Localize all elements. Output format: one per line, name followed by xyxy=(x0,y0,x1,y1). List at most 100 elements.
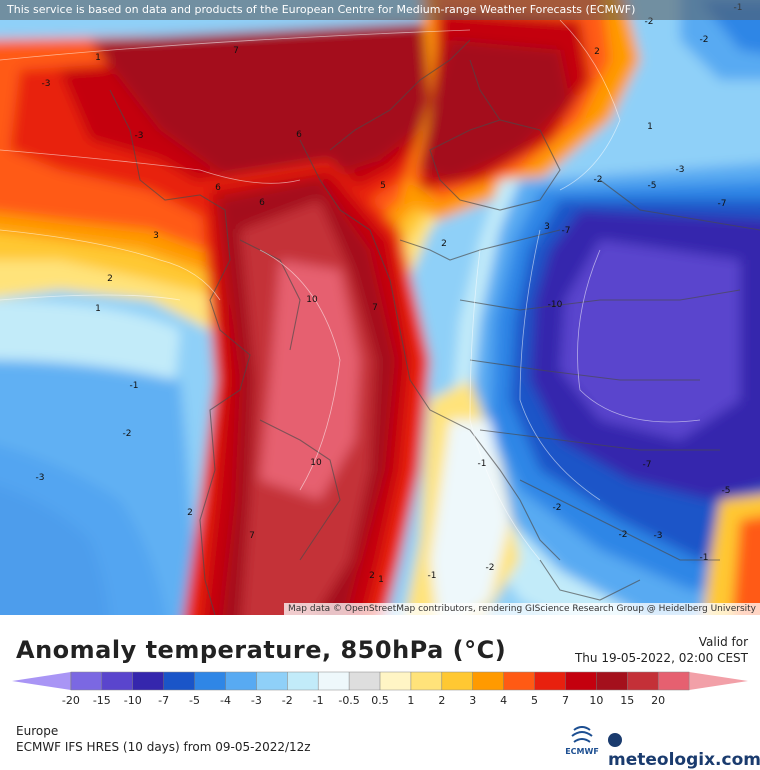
legend-color-swatch xyxy=(256,672,288,690)
ecmwf-data-credit: This service is based on data and produc… xyxy=(0,0,760,20)
legend-tick-label: -4 xyxy=(220,694,231,707)
legend-tick-label: -10 xyxy=(124,694,142,707)
legend-tick-label: -15 xyxy=(93,694,111,707)
contour-label: 2 xyxy=(107,274,113,284)
contour-label: 7 xyxy=(233,46,239,56)
valid-label: Valid for xyxy=(698,635,748,649)
color-legend: -20 -15 -10 -7 -5 -4 -3 -2 -1 -0.5 0.5 1 2 3 4 5 7 10 15 20 xyxy=(0,668,760,714)
model-run-info: ECMWF IFS HRES (10 days) from 09-05-2022… xyxy=(16,740,311,754)
legend-color-swatch xyxy=(503,672,536,690)
contour-label: -7 xyxy=(718,199,727,209)
contour-label: -2 xyxy=(645,17,654,27)
legend-tick-label: -5 xyxy=(189,694,200,707)
legend-color-swatch xyxy=(101,672,134,690)
legend-color-swatch xyxy=(163,672,196,690)
contour-label: -5 xyxy=(722,486,731,496)
legend-color-swatch xyxy=(318,672,350,690)
map-title: Anomaly temperature, 850hPa (°C) xyxy=(16,636,507,664)
contour-label: -1 xyxy=(130,381,139,391)
contour-label: 1 xyxy=(647,122,653,132)
legend-tick-label: 10 xyxy=(589,694,603,707)
temperature-field xyxy=(0,0,760,615)
contour-label: -2 xyxy=(594,175,603,185)
anomaly-map[interactable]: -2-11-3-22-33766165-2-5-3-73221-7-10107-… xyxy=(0,0,760,615)
contour-label: -3 xyxy=(135,131,144,141)
legend-tick-label: -3 xyxy=(251,694,262,707)
ecmwf-logo: ECMWF xyxy=(560,726,604,756)
region-label: Europe xyxy=(16,724,59,738)
contour-label: -2 xyxy=(123,429,132,439)
legend-tick-label: 15 xyxy=(620,694,634,707)
contour-label: -7 xyxy=(562,226,571,236)
contour-label: 7 xyxy=(372,303,378,313)
legend-tick-label: -7 xyxy=(158,694,169,707)
contour-label: -3 xyxy=(676,165,685,175)
contour-label: -1 xyxy=(478,459,487,469)
osm-map-credit[interactable]: Map data © OpenStreetMap contributors, r… xyxy=(284,603,760,615)
contour-label: -1 xyxy=(428,571,437,581)
contour-label: 6 xyxy=(215,183,221,193)
coastlines xyxy=(109,39,760,615)
contour-label: -7 xyxy=(643,460,652,470)
contour-label: 3 xyxy=(544,222,550,232)
contour-label: 1 xyxy=(378,575,384,585)
contour-label: 3 xyxy=(153,231,159,241)
contour-label: 7 xyxy=(249,531,255,541)
contour-label: -3 xyxy=(36,473,45,483)
legend-tick-label: 0.5 xyxy=(371,694,389,707)
contour-label: -5 xyxy=(648,181,657,191)
contour-label: 2 xyxy=(594,47,600,57)
contour-label: 10 xyxy=(306,295,318,305)
legend-color-swatch xyxy=(689,672,748,690)
contour-label: -3 xyxy=(654,531,663,541)
legend-tick-label: -2 xyxy=(282,694,293,707)
contour-label: -3 xyxy=(42,79,51,89)
contour-label: 6 xyxy=(296,130,302,140)
legend-color-swatch xyxy=(70,672,103,690)
legend-tick-label: 20 xyxy=(651,694,665,707)
legend-color-swatch xyxy=(132,672,165,690)
valid-time: Thu 19-05-2022, 02:00 CEST xyxy=(574,651,748,665)
ecmwf-logo-text: ECMWF xyxy=(565,747,599,756)
legend-color-swatch xyxy=(380,672,412,690)
contour-label: 1 xyxy=(95,53,101,63)
legend-tick-label: -1 xyxy=(313,694,324,707)
meteologix-brand[interactable]: meteologix.com xyxy=(608,730,760,770)
legend-tick-label: 3 xyxy=(469,694,476,707)
legend-color-swatch xyxy=(627,672,659,690)
legend-color-swatch xyxy=(194,672,226,690)
contour-label: -10 xyxy=(548,300,563,310)
contour-label: 10 xyxy=(310,458,322,468)
legend-color-swatch xyxy=(287,672,319,690)
contour-label: -1 xyxy=(700,553,709,563)
contour-label: -2 xyxy=(619,530,628,540)
legend-tick-label: -20 xyxy=(62,694,80,707)
meteologix-brand-text: meteologix.com xyxy=(608,750,760,770)
legend-color-swatch xyxy=(565,672,597,690)
legend-color-swatch xyxy=(596,672,628,690)
legend-color-swatch xyxy=(349,672,381,690)
contour-label: -2 xyxy=(553,503,562,513)
contour-label: 2 xyxy=(441,239,447,249)
legend-color-swatch xyxy=(441,672,474,690)
contour-label: 2 xyxy=(369,571,375,581)
legend-color-swatch xyxy=(534,672,566,690)
legend-tick-label: 7 xyxy=(562,694,569,707)
contour-lines xyxy=(0,19,701,561)
contour-label: -2 xyxy=(700,35,709,45)
contour-label: 1 xyxy=(95,304,101,314)
legend-color-swatch xyxy=(472,672,505,690)
meteologix-logo-icon xyxy=(608,733,622,747)
contour-label: 6 xyxy=(259,198,265,208)
contour-label: 5 xyxy=(380,181,386,191)
legend-tick-label: 4 xyxy=(500,694,507,707)
legend-color-swatch xyxy=(658,672,690,690)
contour-label: 2 xyxy=(187,508,193,518)
legend-scale: -20 -15 -10 -7 -5 -4 -3 -2 -1 -0.5 0.5 1 2 3 4 5 7 10 15 20 xyxy=(12,671,748,707)
legend-tick-label: 1 xyxy=(407,694,414,707)
contour-label: -2 xyxy=(486,563,495,573)
legend-color-swatch xyxy=(410,672,443,690)
legend-tick-label: -0.5 xyxy=(338,694,359,707)
valid-time-block: Valid for Thu 19-05-2022, 02:00 CEST xyxy=(575,634,748,666)
legend-tick-label: 2 xyxy=(438,694,445,707)
